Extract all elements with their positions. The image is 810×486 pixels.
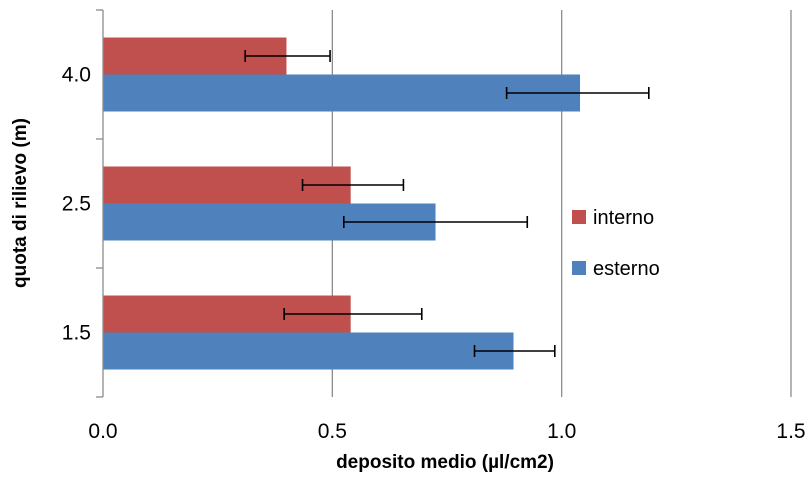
error-bar-interno-1-5 bbox=[283, 308, 423, 320]
error-bar-esterno-2-5 bbox=[342, 216, 529, 228]
y-tick-label: 1.5 bbox=[62, 322, 91, 345]
legend-label: interno bbox=[593, 207, 654, 229]
error-bar-interno-4-0 bbox=[244, 50, 331, 62]
x-tick-label: 1.5 bbox=[776, 420, 805, 443]
y-tick-label: 4.0 bbox=[62, 64, 91, 87]
error-bar-esterno-4-0 bbox=[505, 87, 650, 99]
legend-label: esterno bbox=[593, 258, 660, 280]
legend: interno esterno bbox=[572, 207, 660, 280]
legend-swatch bbox=[572, 210, 586, 224]
x-tick-label: 0.0 bbox=[88, 420, 117, 443]
y-tick-label: 2.5 bbox=[62, 193, 91, 216]
legend-item-interno: interno bbox=[572, 207, 654, 229]
x-tick-label: 1.0 bbox=[547, 420, 576, 443]
bar-esterno-1-5 bbox=[103, 332, 514, 370]
error-bar-interno-2-5 bbox=[301, 179, 405, 191]
error-bar-esterno-1-5 bbox=[473, 345, 556, 357]
bars bbox=[103, 37, 581, 370]
x-axis-title: deposito medio (µl/cm2) bbox=[336, 452, 554, 473]
x-tick-labels: 0.0 0.5 1.0 1.5 bbox=[88, 420, 805, 443]
legend-item-esterno: esterno bbox=[572, 258, 660, 280]
axes bbox=[96, 9, 104, 398]
y-axis-title: quota di rilievo (m) bbox=[10, 118, 31, 288]
x-tick-label: 0.5 bbox=[318, 420, 347, 443]
bar-esterno-4-0 bbox=[103, 74, 581, 112]
legend-swatch bbox=[572, 261, 586, 275]
y-tick-labels: 1.5 2.5 4.0 bbox=[62, 64, 91, 345]
error-bars bbox=[244, 50, 650, 357]
